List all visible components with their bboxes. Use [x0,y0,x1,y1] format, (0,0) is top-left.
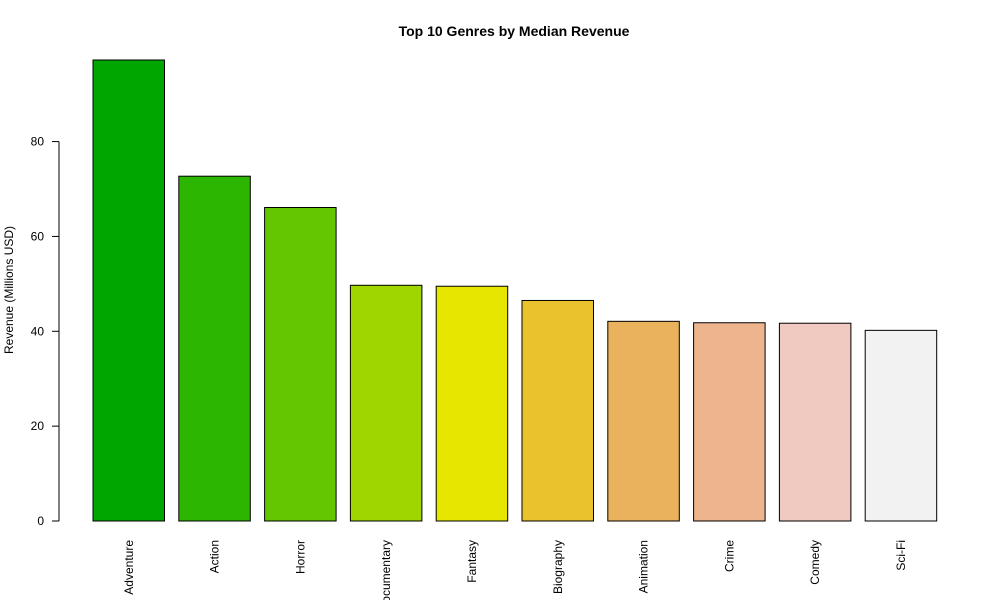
category-label: Animation [637,540,651,593]
bar-action [178,175,251,522]
bar-fantasy [435,285,509,522]
category-label: Horror [293,540,307,574]
category-label: Adventure [122,540,136,595]
category-label: Sci-Fi [894,540,908,571]
bar-animation [607,320,680,522]
category-label: Crime [722,540,736,572]
bar-sci-fi [864,329,938,522]
bar-comedy [778,322,852,522]
y-tick-label: 20 [31,419,45,433]
category-label: Action [208,540,222,573]
bar-horror [264,207,337,522]
y-tick-label: 0 [37,514,44,528]
y-tick-label: 40 [31,324,45,338]
category-labels: Adventure Action Horror Documentary Fantasy B… [122,540,908,600]
y-tick-label: 80 [31,135,45,149]
category-label: Fantasy [465,540,479,583]
bar-adventure [92,59,165,522]
bar-crime [693,322,766,522]
chart-title: Top 10 Genres by Median Revenue [399,23,630,39]
category-label: Documentary [379,540,393,600]
bar-biography [521,299,594,522]
category-label: Biography [551,540,565,594]
y-tick-label: 60 [31,229,45,243]
category-label: Comedy [808,540,822,585]
y-axis: 0 20 40 60 80 [31,135,60,528]
y-axis-label: Revenue (Millions USD) [2,226,16,354]
bars-group [92,59,938,522]
bar-documentary [349,284,423,522]
